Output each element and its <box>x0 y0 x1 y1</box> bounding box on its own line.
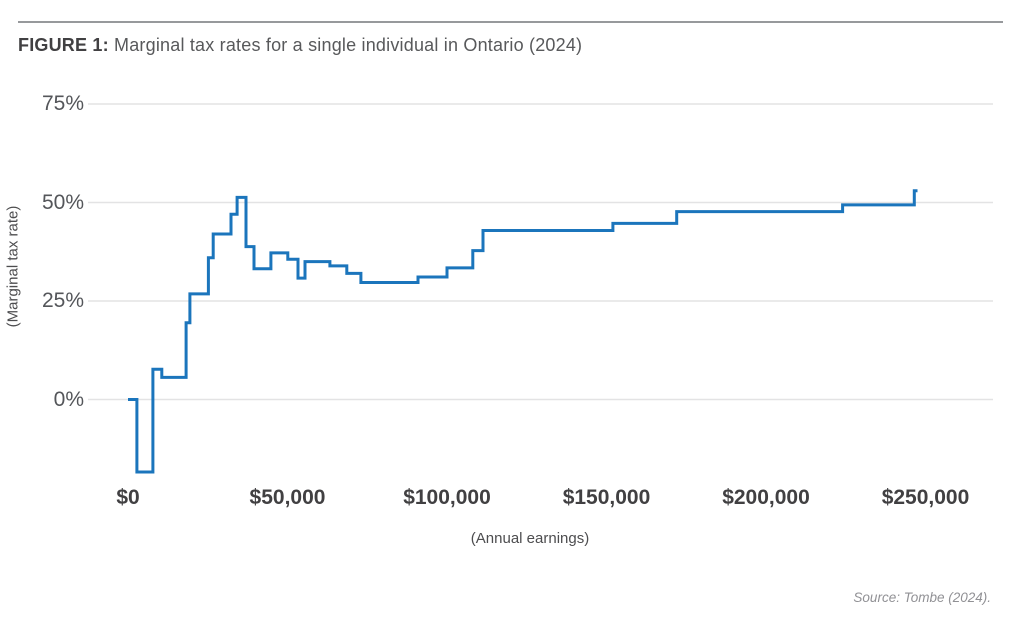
y-tick-75%: 75% <box>41 92 84 115</box>
figure-label: FIGURE 1: <box>18 35 109 55</box>
y-tick-0%: 0% <box>53 387 84 411</box>
x-tick-50000: $50,000 <box>249 486 326 509</box>
x-tick-100000: $100,000 <box>403 486 491 509</box>
y-axis-title: (Marginal tax rate) <box>4 205 22 328</box>
figure-title-text: Marginal tax rates for a single individu… <box>108 35 583 55</box>
top-divider <box>18 21 1003 23</box>
x-tick-200000: $200,000 <box>722 486 810 509</box>
x-tick-150000: $150,000 <box>562 486 651 509</box>
y-tick-25%: 25% <box>41 289 84 312</box>
tax-rate-step-line <box>128 189 918 474</box>
y-tick-50%: 50% <box>41 190 84 214</box>
x-axis-title: (Annual earnings) <box>470 530 590 547</box>
source-note: Source: Tombe (2024). <box>853 590 991 605</box>
x-tick-250000: $250,000 <box>881 486 970 509</box>
gridlines <box>88 103 993 401</box>
figure-title: FIGURE 1: Marginal tax rates for a singl… <box>18 35 582 56</box>
x-tick-0: $0 <box>116 486 140 509</box>
